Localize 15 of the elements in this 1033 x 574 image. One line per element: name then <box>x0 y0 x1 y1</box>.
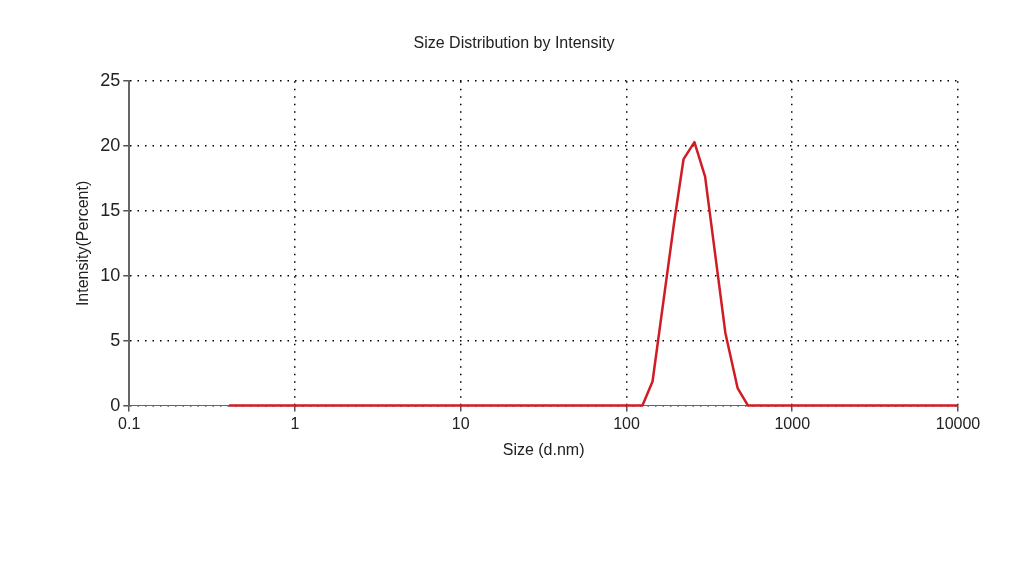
x-tick-label: 1 <box>290 414 300 432</box>
chart-title: Size Distribution by Intensity <box>413 34 615 52</box>
x-tick-label: 100 <box>613 414 640 432</box>
x-tick-label: 0.1 <box>118 414 141 432</box>
x-tick-label: 10 <box>451 414 470 432</box>
y-axis-title: Intensity(Percent) <box>74 180 92 307</box>
x-tick-label: 1000 <box>774 414 811 432</box>
y-tick-label: 0 <box>110 394 121 415</box>
y-tick-label: 15 <box>100 199 121 220</box>
y-tick-label: 20 <box>100 135 121 156</box>
y-tick-label: 10 <box>100 264 121 285</box>
x-tick-label: 10000 <box>935 414 981 432</box>
x-axis-title: Size (d.nm) <box>502 440 585 458</box>
y-tick-label: 5 <box>110 329 121 350</box>
y-tick-label: 25 <box>100 70 121 91</box>
